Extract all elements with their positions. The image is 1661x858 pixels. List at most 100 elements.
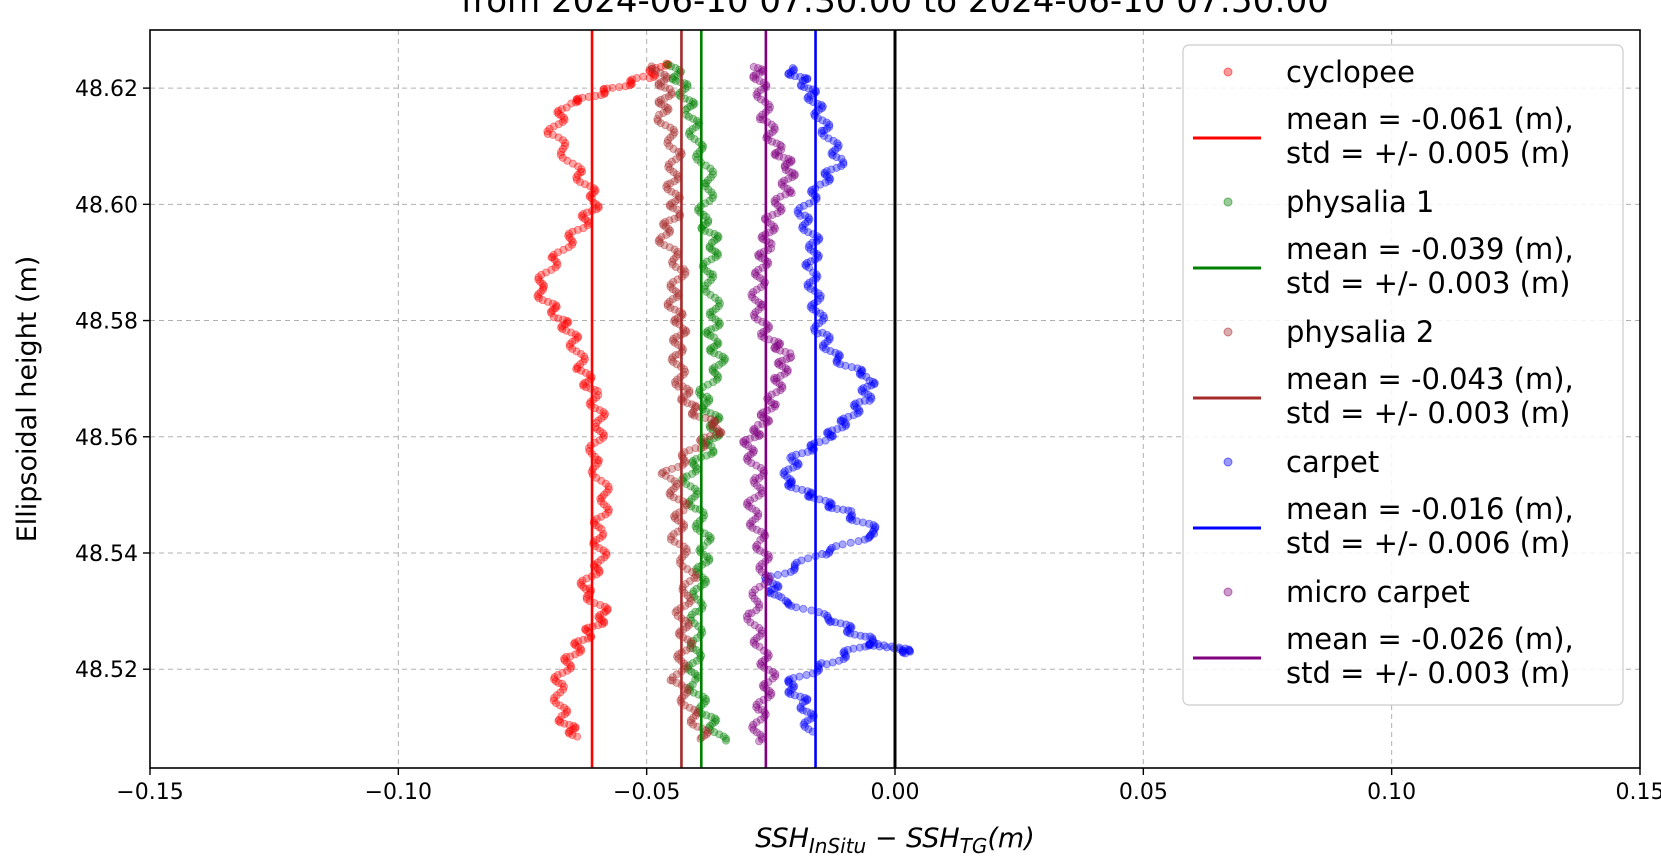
- data-point: [702, 451, 711, 460]
- data-point: [820, 131, 829, 140]
- data-point: [717, 428, 726, 437]
- data-point: [601, 410, 610, 419]
- data-point: [857, 371, 866, 380]
- data-point: [689, 720, 698, 729]
- data-point: [752, 544, 761, 553]
- data-point: [805, 493, 814, 502]
- data-point: [772, 194, 781, 203]
- data-point: [744, 609, 753, 618]
- data-point: [689, 460, 698, 469]
- data-point: [802, 707, 811, 716]
- data-point: [548, 299, 557, 308]
- data-point: [798, 449, 807, 458]
- data-point: [554, 106, 563, 115]
- data-point: [665, 216, 674, 225]
- legend-box: [1182, 44, 1624, 706]
- data-point: [703, 537, 712, 546]
- data-point: [548, 130, 557, 139]
- data-point: [571, 723, 580, 732]
- data-point: [799, 720, 808, 729]
- data-point: [751, 585, 760, 594]
- data-point: [784, 480, 793, 489]
- data-point: [776, 386, 785, 395]
- data-point: [671, 63, 680, 72]
- data-point: [774, 152, 783, 161]
- data-point: [779, 469, 788, 478]
- data-point: [742, 612, 751, 621]
- data-point: [645, 67, 654, 76]
- data-point: [801, 219, 810, 228]
- legend-entry: micro carpet mean = -0.026 (m), std = +/-…: [1193, 575, 1574, 690]
- data-point: [796, 72, 805, 81]
- data-point: [688, 590, 697, 599]
- data-point: [692, 122, 701, 131]
- data-point: [554, 120, 563, 129]
- data-point: [718, 358, 727, 367]
- data-point: [683, 663, 692, 672]
- data-point: [596, 601, 605, 610]
- data-point: [805, 241, 814, 250]
- data-point: [773, 209, 782, 218]
- data-point: [583, 627, 592, 636]
- data-point: [562, 705, 571, 714]
- data-point: [755, 600, 764, 609]
- data-point: [823, 330, 832, 339]
- data-point: [766, 691, 775, 700]
- data-point: [783, 473, 792, 482]
- data-point: [752, 271, 761, 280]
- data-point: [594, 456, 603, 465]
- data-point: [662, 72, 671, 81]
- data-point: [823, 124, 832, 133]
- data-point: [714, 350, 723, 359]
- data-point: [601, 607, 610, 616]
- data-point: [714, 296, 723, 305]
- data-point: [551, 263, 560, 272]
- data-point: [711, 247, 720, 256]
- data-point: [792, 450, 801, 459]
- data-point: [706, 331, 715, 340]
- data-point: [744, 442, 753, 451]
- data-point: [690, 411, 699, 420]
- data-point: [537, 270, 546, 279]
- data-point: [601, 88, 610, 97]
- data-point: [686, 596, 695, 605]
- data-point: [806, 441, 815, 450]
- data-point: [549, 696, 558, 705]
- data-point: [750, 446, 759, 455]
- data-point: [870, 379, 879, 388]
- y-tick-label: 48.60: [75, 193, 138, 218]
- data-point: [653, 117, 662, 126]
- data-point: [790, 562, 799, 571]
- data-point: [711, 253, 720, 262]
- data-point: [564, 231, 573, 240]
- data-point: [797, 82, 806, 91]
- data-point: [846, 538, 855, 547]
- data-point: [547, 309, 556, 318]
- data-point: [683, 635, 692, 644]
- data-point: [800, 226, 809, 235]
- data-point: [751, 514, 760, 523]
- data-point: [721, 736, 730, 745]
- data-point: [564, 243, 573, 252]
- data-point: [708, 366, 717, 375]
- data-point: [543, 127, 552, 136]
- data-point: [751, 640, 760, 649]
- data-point: [689, 97, 698, 106]
- data-point: [557, 111, 566, 120]
- data-point: [557, 105, 566, 114]
- data-point: [538, 296, 547, 305]
- data-point: [784, 600, 793, 609]
- data-point: [556, 718, 565, 727]
- data-point: [654, 79, 663, 88]
- data-point: [832, 358, 841, 367]
- data-point: [536, 277, 545, 286]
- data-point: [706, 347, 715, 356]
- data-point: [772, 345, 781, 354]
- data-point: [748, 588, 757, 597]
- data-point: [789, 463, 798, 472]
- data-point: [690, 99, 699, 108]
- data-point: [774, 147, 783, 156]
- data-point: [655, 110, 664, 119]
- data-point: [875, 642, 884, 651]
- data-point: [805, 199, 814, 208]
